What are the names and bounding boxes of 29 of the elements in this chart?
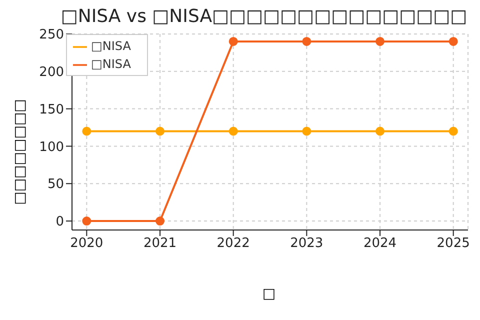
y-tick-label: 150 — [39, 102, 64, 118]
point — [302, 126, 312, 136]
x-axis-title: □ — [261, 286, 277, 302]
x-tick-label: 2023 — [290, 236, 324, 252]
point — [302, 36, 312, 46]
legend-label: □NISA — [91, 39, 131, 53]
point — [448, 126, 458, 136]
y-tick-label: 250 — [39, 28, 64, 43]
x-tick-label: 2025 — [436, 236, 470, 252]
point — [82, 216, 92, 226]
point — [156, 216, 164, 226]
x-tick-label: 2021 — [143, 236, 177, 252]
x-tick-label: 2020 — [70, 236, 104, 252]
y-tick-label: 0 — [56, 214, 64, 230]
y-tick-label: 200 — [39, 65, 64, 80]
point — [82, 126, 92, 136]
point — [156, 126, 164, 136]
point — [228, 36, 238, 46]
chart-title: □NISA vs □NISA□□□□□□□□□□□□□□□ — [60, 6, 468, 27]
legend-label: □NISA — [91, 57, 131, 71]
y-tick-label: 50 — [47, 177, 64, 192]
point — [228, 126, 238, 136]
point — [448, 36, 458, 46]
point — [376, 126, 384, 136]
y-axis-title: □□□□□□□□ — [12, 99, 28, 205]
y-tick-label: 100 — [39, 140, 64, 155]
x-tick-label: 2022 — [216, 236, 250, 252]
x-tick-label: 2024 — [363, 236, 397, 252]
point — [376, 36, 384, 46]
